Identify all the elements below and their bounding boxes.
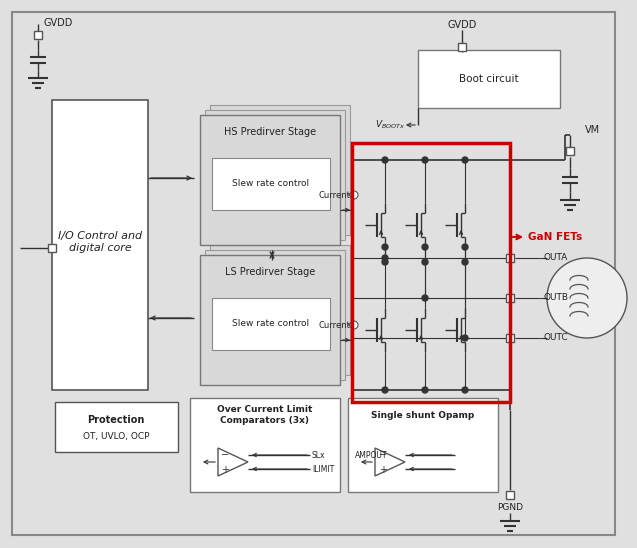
Text: Single shunt Opamp: Single shunt Opamp [371, 410, 475, 420]
Bar [205, 110, 345, 240]
Text: PGND: PGND [497, 503, 523, 511]
Circle shape [350, 191, 358, 199]
Circle shape [350, 321, 358, 329]
Text: Current: Current [318, 321, 350, 329]
Circle shape [422, 244, 428, 250]
Bar [566, 147, 574, 155]
Text: Slew rate control: Slew rate control [233, 180, 310, 189]
Bar [352, 143, 510, 402]
Circle shape [382, 259, 388, 265]
Bar [200, 255, 340, 385]
Text: Current: Current [318, 191, 350, 199]
Bar [506, 334, 514, 342]
Bar [34, 31, 42, 39]
Bar [506, 254, 514, 262]
Text: Boot circuit: Boot circuit [459, 74, 519, 84]
Bar [458, 43, 466, 51]
Text: −: − [221, 450, 229, 460]
Circle shape [462, 259, 468, 265]
Text: ILIMIT: ILIMIT [312, 465, 334, 473]
Text: OUTA: OUTA [544, 254, 568, 262]
Bar [205, 250, 345, 380]
Circle shape [462, 157, 468, 163]
Circle shape [462, 335, 468, 341]
Text: OUTB: OUTB [544, 294, 569, 302]
Circle shape [462, 244, 468, 250]
Text: −: − [379, 450, 387, 460]
Bar [212, 158, 330, 210]
Text: LS Predirver Stage: LS Predirver Stage [225, 267, 315, 277]
Bar [200, 115, 340, 245]
Text: +: + [379, 465, 387, 475]
Circle shape [422, 157, 428, 163]
Circle shape [382, 157, 388, 163]
Circle shape [547, 258, 627, 338]
Text: SLx: SLx [312, 450, 326, 460]
Circle shape [422, 259, 428, 265]
Bar [506, 294, 514, 302]
Text: AMPOUT: AMPOUT [355, 450, 387, 460]
Bar [210, 245, 350, 375]
Bar [55, 402, 178, 452]
Text: VM: VM [585, 125, 600, 135]
Text: I/O Control and
digital core: I/O Control and digital core [58, 231, 142, 253]
Text: OT, UVLO, OCP: OT, UVLO, OCP [83, 432, 149, 442]
Text: GVDD: GVDD [447, 20, 476, 30]
Text: $V_{BOOTx}$: $V_{BOOTx}$ [375, 119, 405, 132]
Text: OUTC: OUTC [544, 334, 569, 342]
Text: GVDD: GVDD [43, 18, 73, 28]
Bar [190, 398, 340, 492]
Bar [348, 398, 498, 492]
Bar [212, 298, 330, 350]
Circle shape [382, 387, 388, 393]
Bar [506, 491, 514, 499]
Text: Over Current Limit
Comparators (3x): Over Current Limit Comparators (3x) [217, 406, 313, 425]
Bar [418, 50, 560, 108]
Text: Slew rate control: Slew rate control [233, 319, 310, 328]
Bar [52, 100, 148, 390]
Circle shape [382, 244, 388, 250]
Text: Protection: Protection [87, 415, 145, 425]
Text: +: + [221, 465, 229, 475]
Circle shape [422, 387, 428, 393]
Circle shape [462, 387, 468, 393]
Circle shape [382, 255, 388, 261]
Text: HS Predirver Stage: HS Predirver Stage [224, 127, 316, 137]
Bar [210, 105, 350, 235]
Text: GaN FETs: GaN FETs [528, 232, 582, 242]
Bar [48, 244, 56, 252]
Circle shape [422, 295, 428, 301]
